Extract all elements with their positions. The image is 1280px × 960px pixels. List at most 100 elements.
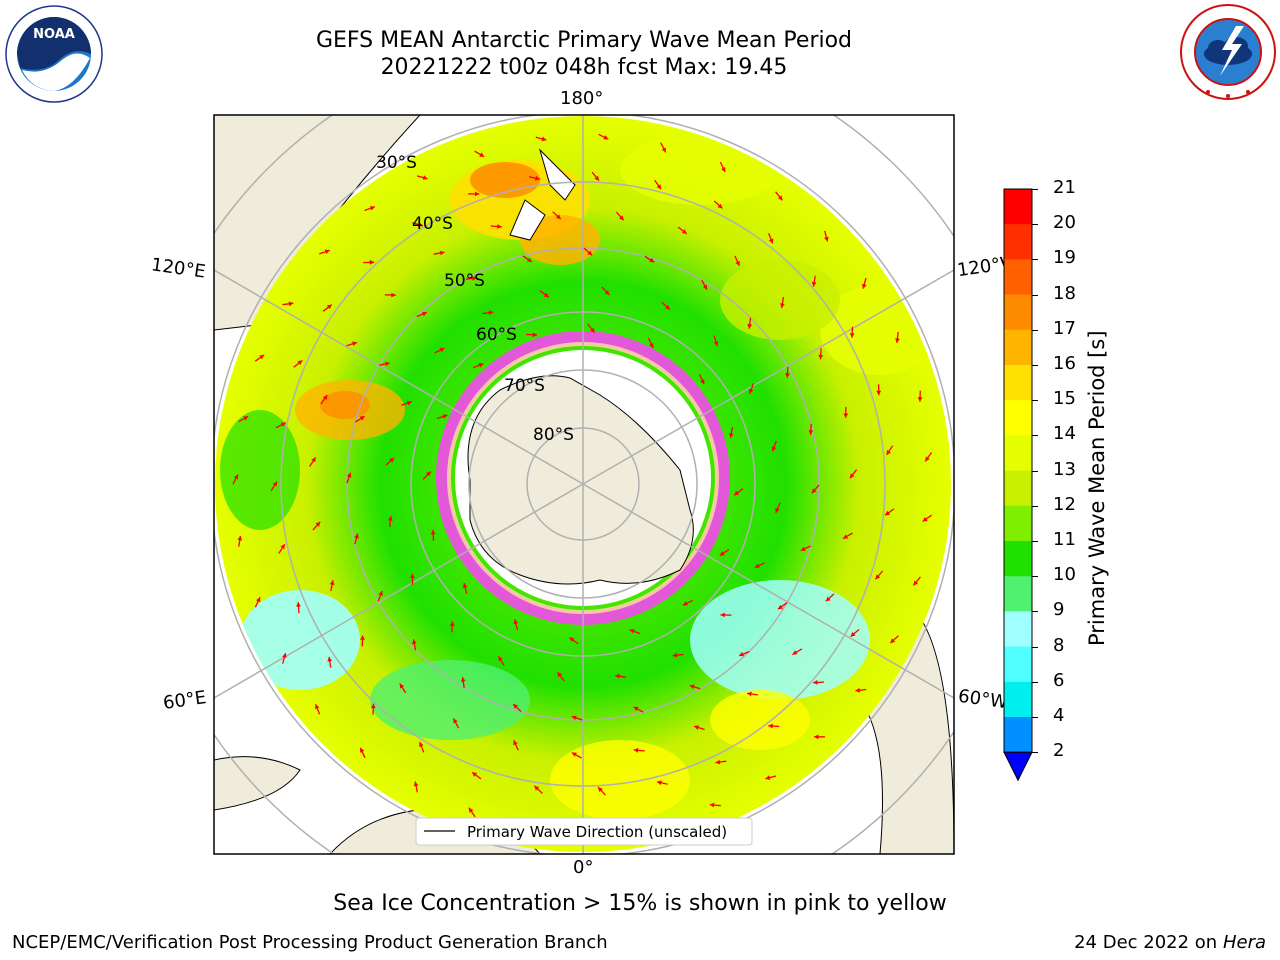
wave-arrow-head <box>849 473 855 479</box>
wave-arrow-head <box>633 706 639 712</box>
wave-arrow-head <box>532 332 538 338</box>
lat-label-40s: 40°S <box>412 214 453 234</box>
svg-text:NOAA: NOAA <box>33 27 75 42</box>
wave-arrow-head <box>876 390 882 396</box>
wave-arrow-head <box>925 456 930 462</box>
wave-arrow-head <box>534 785 540 791</box>
lat-label-50s: 50°S <box>444 271 485 291</box>
wave-arrow-head <box>478 363 484 368</box>
wave-arrow-head <box>479 152 485 157</box>
arrow-legend: Primary Wave Direction (unscaled) <box>415 817 753 846</box>
wave-arrow-head <box>243 416 249 421</box>
colorbar-tick-label: 4 <box>1053 705 1065 726</box>
wave-arrow-head <box>571 752 577 757</box>
colorbar-segment <box>1004 365 1032 401</box>
wave-arrow-head <box>895 338 900 343</box>
wave-arrow-head <box>778 604 783 610</box>
wave-arrow-head <box>721 167 726 172</box>
wave-arrow-head <box>369 259 375 265</box>
wave-arrow-head <box>917 397 923 402</box>
wave-arrow-head <box>388 516 393 521</box>
wave-arrow-head <box>818 354 824 360</box>
footer-date: 24 Dec 2022 on Hera <box>1074 932 1266 953</box>
wave-arrow-head <box>922 517 928 522</box>
nws-logo-icon <box>1180 4 1276 100</box>
wave-arrow-head <box>311 457 316 463</box>
wave-arrow-head <box>604 290 610 295</box>
lat-label-30s: 30°S <box>376 153 417 173</box>
wave-arrow-head <box>439 347 445 353</box>
wave-arrow-head <box>346 472 352 478</box>
colorbar-tick-label: 9 <box>1053 599 1065 621</box>
wave-arrow-head <box>713 341 719 347</box>
wave-arrow-head <box>389 457 395 463</box>
wave-arrow-head <box>233 474 239 480</box>
colorbar-tick-label: 8 <box>1053 634 1065 656</box>
colorbar-tick-label: 2 <box>1053 740 1065 762</box>
wave-arrow-head <box>715 759 721 765</box>
wave-arrow-head <box>775 507 780 513</box>
wave-arrow-head <box>702 284 707 290</box>
wave-arrow-head <box>354 533 359 539</box>
wave-arrow-head <box>571 715 577 721</box>
wave-arrow-head <box>472 276 477 281</box>
wave-arrow-head <box>747 691 752 697</box>
wave-arrow-head <box>422 311 427 317</box>
wave-arrow-head <box>472 772 478 777</box>
wave-arrow-head <box>569 637 575 642</box>
wave-arrow-head <box>460 677 466 682</box>
wave-arrow-head <box>399 683 405 689</box>
wave-arrow-head <box>315 704 320 710</box>
lat-label-70s: 70°S <box>504 376 545 396</box>
wave-arrow-head <box>661 147 666 153</box>
wave-arrow-head <box>720 612 725 618</box>
wave-arrow-head <box>411 639 417 645</box>
wave-arrow-head <box>453 718 458 724</box>
noaa-logo-icon: NOAA <box>5 5 103 103</box>
wave-arrow-head <box>360 747 365 753</box>
wave-arrow-head <box>259 354 265 360</box>
wave-arrow-head <box>849 333 855 338</box>
colorbar-segment <box>1004 646 1032 683</box>
colorbar-segment <box>1004 611 1032 648</box>
wave-arrow-head <box>237 535 243 541</box>
wave-arrow-head <box>282 653 287 658</box>
colorbar <box>1003 188 1033 782</box>
wave-arrow-head <box>535 175 540 181</box>
colorbar-label: Primary Wave Mean Period [s] <box>1085 330 1109 646</box>
wave-arrow-head <box>468 807 474 813</box>
wave-arrow-head <box>886 449 891 455</box>
wave-arrow-head <box>813 680 818 685</box>
wave-arrow-head <box>449 621 455 626</box>
wave-arrow-head <box>748 388 754 394</box>
colorbar-segment <box>1004 576 1032 612</box>
wave-arrow-head <box>590 327 595 333</box>
colorbar-tick-label: 10 <box>1053 564 1076 586</box>
wave-arrow-head <box>811 281 817 287</box>
wave-arrow-head <box>391 292 396 298</box>
wave-arrow-head <box>498 656 503 662</box>
wave-arrow-head <box>665 304 670 310</box>
lat-label-80s: 80°S <box>533 425 574 445</box>
colorbar-tick-label: 16 <box>1053 353 1076 374</box>
wave-arrow-head <box>843 534 849 539</box>
wave-arrow-head <box>913 580 919 586</box>
wave-arrow-head <box>413 781 419 787</box>
lon-label-180: 180° <box>560 88 604 109</box>
new-zealand-land <box>538 148 576 201</box>
colorbar-extend-triangle <box>1003 751 1033 782</box>
wave-arrow-head <box>747 324 753 329</box>
wave-arrow-head <box>594 175 599 181</box>
wave-arrow-head <box>488 310 494 316</box>
wave-arrow-head <box>513 704 518 709</box>
wave-arrow-head <box>288 301 294 307</box>
wave-arrow-head <box>439 250 445 256</box>
footer-machine: Hera <box>1222 932 1266 953</box>
wave-arrow-head <box>754 563 760 568</box>
colorbar-tick-label: 12 <box>1053 493 1076 515</box>
wave-arrow-head <box>739 651 745 657</box>
wave-arrow-head <box>296 602 301 607</box>
wave-arrow-head <box>709 802 715 808</box>
wave-arrow-head <box>322 395 328 400</box>
wave-arrow-head <box>768 238 774 244</box>
